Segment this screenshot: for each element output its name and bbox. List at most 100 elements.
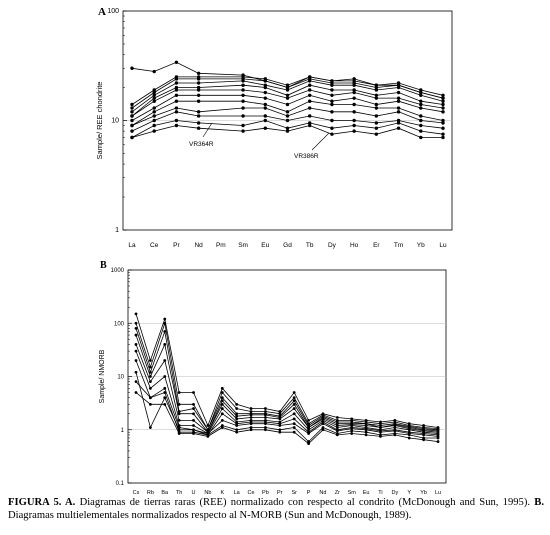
chart-b-series-9-point [407,433,411,437]
chart-a-series-10-point [152,118,156,123]
chart-b-series-9-point [321,426,325,429]
chart-b-series-4-point [235,414,239,418]
chart-b-series-1-point [192,391,195,394]
figure-canvas: A 1 10 100 La Ce Pr Nd Pm Sm Eu Gd Tb Dy Ho Er Tm Yb Lu Sa… [95,6,453,495]
chart-b-series-1-point [249,407,253,410]
chart-b-series-3-point [163,330,167,333]
chart-a-series-5-point [285,93,290,97]
chart-b-series-10-point [436,440,440,443]
chart-b-series-10-point [192,432,195,435]
chart-a-series-11-point [374,126,379,130]
chart-a-series-2-point [152,88,156,92]
chart-a-series-10-point [441,126,445,130]
chart-a-series-7-point [285,102,290,107]
chart-a-series-8-point [330,102,334,107]
chart-a-category-label: Ho [350,242,359,249]
chart-a-series-7-point [396,99,401,103]
chart-b-series-4-point [192,412,195,416]
chart-b-category-label: Rb [147,490,154,495]
chart-b-category-label: U [192,490,196,495]
chart-a-series-7-point [152,106,156,110]
chart-a-series-10-point [196,114,201,118]
chart-a-series-9-point [174,106,179,110]
chart-a-series-5-point [152,96,156,100]
chart-a-series-6-line [131,89,444,117]
chart-b-series-10-point [206,435,210,438]
chart-b-series-10-point [278,430,282,434]
chart-a-category-label: La [128,242,136,249]
chart-b-series-9-point [148,396,152,400]
chart-b-series-5-point [335,424,339,427]
chart-b-series-10-point [393,433,397,437]
chart-a-series-4-line [131,80,444,113]
chart-a-series-3-line [131,78,444,109]
chart-b-series-1-point [292,391,296,394]
chart-b-series-10-point [249,428,253,432]
chart-b-category-label: Ba [161,490,169,495]
chart-b-series-8-point [220,418,224,422]
chart-a-series-12-point [130,135,134,140]
chart-b-series-8-point [307,432,310,435]
chart-a-series-8-point [352,102,356,107]
chart-b-series-2-line [135,323,439,431]
chart-b-series-8-point [379,430,382,434]
panel-label-a: A [98,6,106,18]
chart-a-series-6-point [441,106,445,110]
chart-a-series-4-point [152,93,156,97]
chart-b-series-3-point [148,370,152,374]
chart-b-series-1-point [335,416,339,419]
chart-a-series-7-point [330,99,334,103]
chart-a: 1 10 100 La Ce Pr Nd Pm Sm Eu Gd Tb Dy Ho Er Tm Yb Lu Samp… [95,8,453,249]
chart-b-series-8-line [135,372,439,437]
chart-b-series-10-point [163,402,167,406]
chart-b-series-5-point [249,416,253,419]
chart-a-series-12-point [241,129,245,133]
chart-a-series-5-line [131,84,444,117]
chart-b-series-6-point [148,386,152,390]
chart-b-series-4-point [148,375,152,378]
chart-b-series-2-point [249,410,253,413]
chart-b-series-5-point [220,402,224,406]
caption-lead: FIGURA 5. A. [8,497,76,508]
chart-b-series-4-point [177,412,181,416]
chart-a-series-8-point [152,110,156,114]
chart-b-series-6-point [407,428,411,432]
chart-b-series-3-point [192,407,195,410]
chart-a-series-1-point [196,71,201,75]
panel-label-b: B [100,260,107,271]
chart-a-series-5-point [241,83,245,87]
chart-b-category-label: Y [407,490,411,495]
figure-caption: FIGURA 5. A. Diagramas de tierras raras … [8,497,544,522]
chart-b-series-1-point [148,359,152,362]
chart-b-ytick-label: 100 [114,321,125,327]
chart-a-annotation-leader [311,132,330,151]
chart-b-series-7-point [292,417,296,421]
chart-a-series-6-point [241,88,245,92]
chart-b-series-3-point [292,399,296,403]
chart-a-series-3-point [152,90,156,95]
chart-b-series-2-point [278,412,282,416]
chart-b: 0.1 1 10 100 1000 Cs Rb Ba Th U Nb K La Ce Pb Pr Sr P Nd Zr… [99,268,447,495]
chart-a-ytick-label: 1 [115,227,119,234]
chart-a-series-12-point [285,129,290,133]
chart-b-series-5-point [163,359,167,362]
chart-b-series-10-point [350,432,354,435]
chart-b-category-label: Eu [363,490,370,495]
chart-b-series-9-point [220,424,224,427]
caption-lead-b: B. [534,497,544,508]
chart-a-series-6-point [330,93,334,97]
chart-a-category-label: Nd [194,242,203,249]
chart-a-category-label: Er [373,242,380,249]
chart-a-series-10-point [241,114,245,118]
chart-a-series-12-point [308,123,312,128]
chart-b-series-7-point [220,412,224,416]
chart-b-series-5-point [393,424,397,427]
chart-a-series-4-point [419,93,423,97]
chart-b-series-8-point [148,426,152,429]
chart-b-series-8-point [321,422,325,426]
chart-a-series-1-point [174,60,179,65]
chart-a-series-6-point [152,99,156,103]
chart-b-series-8-point [235,424,239,427]
chart-b-category-label: Sr [291,490,297,495]
chart-b-series-2-point [264,410,267,413]
